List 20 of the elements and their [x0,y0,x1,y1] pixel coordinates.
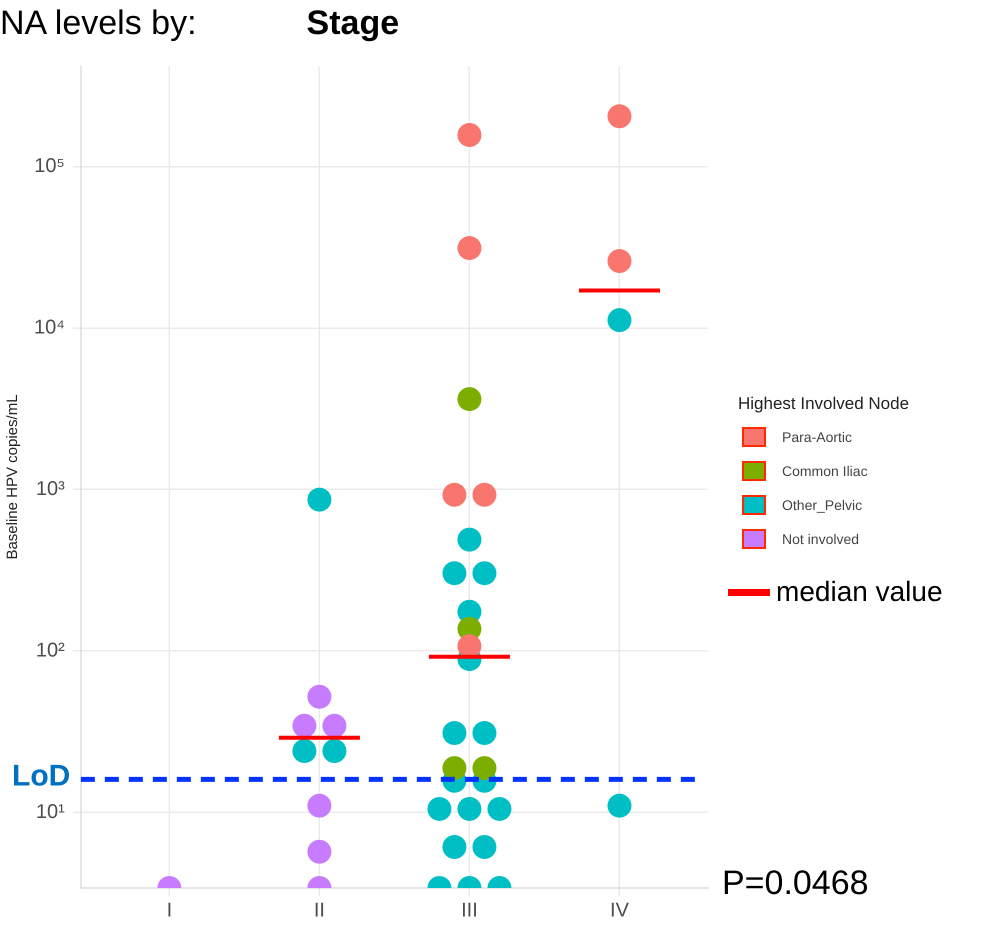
legend-label: Not involved [782,531,860,547]
y-tick-label: 10⁵ [34,155,65,178]
legend-label: Common Iliac [782,463,868,479]
x-tick-label: I [166,900,172,922]
legend-label: Para-Aortic [782,429,852,445]
text: P=0.0468 [722,864,869,903]
legend-label: median value [776,576,943,608]
y-axis-title: Baseline HPV copies/mL [4,394,22,560]
y-tick-label: 10² [36,639,66,662]
chart-subtitle: Stage [306,4,400,42]
legend-title: Highest Involved Node [738,394,910,414]
legend-label: Other_Pelvic [782,497,862,513]
x-tick-label: III [461,900,478,922]
ref-line-label: LoD [12,760,70,793]
y-tick-label: 10⁴ [34,316,65,339]
chart-title: NA levels by: [0,4,197,42]
x-tick-label: II [314,900,325,922]
x-tick-label: IV [610,900,630,922]
y-tick-label: 10³ [36,478,66,500]
y-tick-label: 10¹ [36,800,66,823]
